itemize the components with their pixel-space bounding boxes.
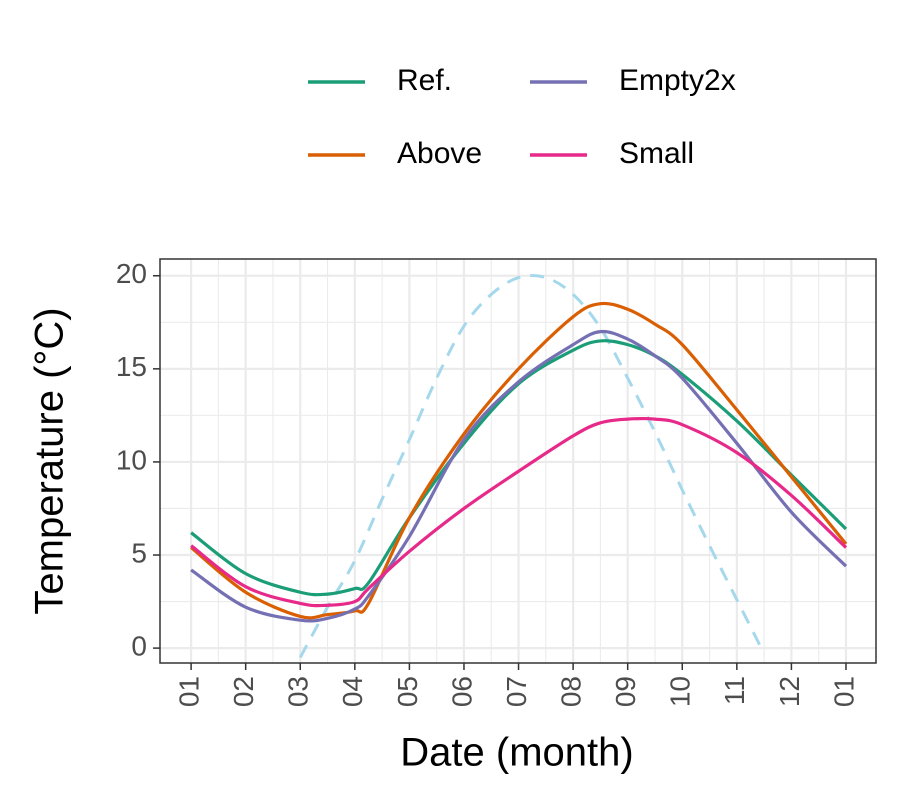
y-tick-label: 5	[131, 537, 147, 568]
legend-label: Empty2x	[619, 64, 736, 97]
legend-label: Small	[619, 137, 694, 170]
x-tick-label: 05	[392, 676, 423, 707]
x-tick-label: 02	[228, 676, 259, 707]
x-tick-label: 04	[337, 676, 368, 707]
x-tick-label: 11	[719, 676, 750, 705]
series-line	[190, 301, 848, 620]
legend-label: Above	[397, 137, 482, 170]
x-tick-label: 12	[774, 676, 805, 707]
dashed-line	[298, 274, 766, 659]
y-axis-title: Temperature (°C)	[28, 307, 72, 614]
y-tick-label: 20	[116, 258, 147, 289]
x-tick-label: 03	[283, 676, 314, 707]
plot-area	[190, 274, 848, 659]
x-axis-title: Date (month)	[400, 731, 633, 775]
series-line	[190, 329, 848, 623]
series-line	[190, 416, 848, 608]
x-tick-label: 10	[665, 676, 696, 707]
x-tick-label: 01	[173, 676, 204, 707]
x-tick-label: 08	[556, 676, 587, 707]
legend-label: Ref.	[397, 64, 452, 97]
y-tick-label: 10	[116, 444, 147, 475]
y-tick-label: 0	[131, 630, 147, 661]
y-tick-label: 15	[116, 351, 147, 382]
x-tick-label: 01	[828, 676, 859, 707]
x-tick-label: 07	[501, 676, 532, 707]
x-tick-label: 06	[446, 676, 477, 707]
x-tick-label: 09	[610, 676, 641, 707]
grid	[160, 259, 876, 663]
